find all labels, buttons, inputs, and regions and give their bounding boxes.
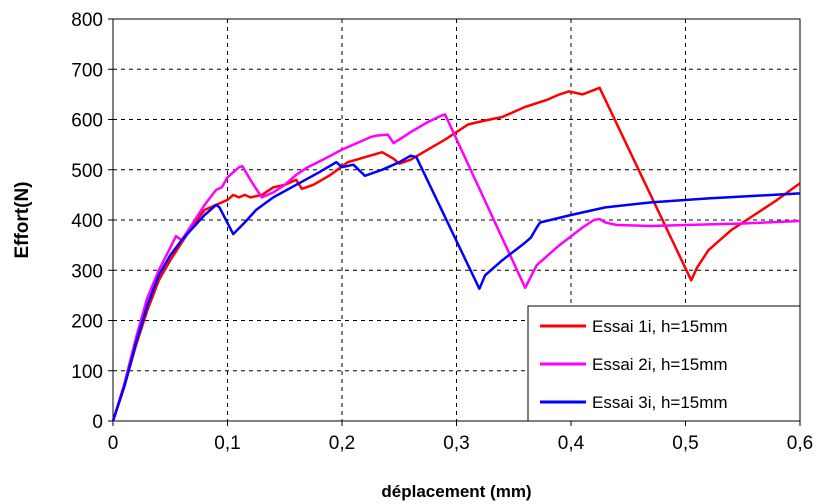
- x-tick-label: 0,1: [214, 433, 240, 454]
- series-line-2: [111, 113, 801, 422]
- x-tick-label: 0,2: [329, 433, 355, 454]
- x-tick-label: 0,5: [672, 433, 698, 454]
- legend-label: Essai 2i, h=15mm: [592, 355, 728, 374]
- x-tick-label: 0,6: [787, 433, 813, 454]
- y-tick-label: 700: [71, 60, 103, 81]
- y-axis-title: Effort(N): [12, 181, 33, 258]
- y-tick-label: 500: [71, 161, 103, 182]
- legend-label: Essai 3i, h=15mm: [592, 393, 728, 412]
- y-tick-label: 400: [71, 211, 103, 232]
- x-tick-label: 0,4: [558, 433, 585, 454]
- gridlines: [113, 19, 800, 421]
- series-line-3: [111, 154, 801, 422]
- y-tick-label: 800: [71, 10, 103, 31]
- y-tick-label: 200: [71, 312, 103, 333]
- series-line-1: [111, 86, 801, 422]
- legend: Essai 1i, h=15mm Essai 2i, h=15mm Essai 3i…: [527, 305, 801, 422]
- y-tick-label: 100: [71, 362, 103, 383]
- legend-label: Essai 1i, h=15mm: [592, 317, 728, 336]
- y-tick-label: 600: [71, 111, 103, 132]
- y-tick-label: 300: [71, 261, 103, 282]
- x-tick-label: 0,3: [443, 433, 469, 454]
- y-tick-label: 0: [92, 412, 103, 433]
- x-axis-title: déplacement (mm): [381, 482, 531, 501]
- axis-ticks: 0 0,1 0,2 0,3 0,4 0,5 0,6 0 100 200 300 400 500 600 70…: [71, 10, 813, 454]
- series-lines: [111, 86, 801, 422]
- x-tick-label: 0: [108, 433, 119, 454]
